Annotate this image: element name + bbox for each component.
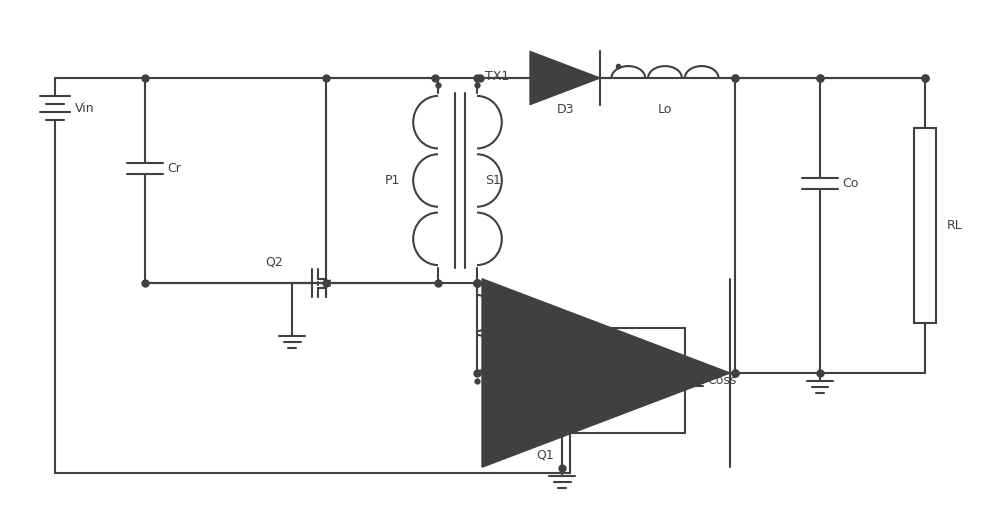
Text: S1: S1 — [485, 174, 501, 187]
Text: Q1: Q1 — [536, 448, 554, 461]
Polygon shape — [530, 51, 600, 105]
Text: D1: D1 — [597, 393, 615, 406]
Text: Co: Co — [842, 177, 858, 190]
Text: D3: D3 — [556, 103, 574, 116]
Text: RL: RL — [947, 219, 963, 232]
Text: Vin: Vin — [75, 102, 95, 114]
Text: Cr: Cr — [167, 162, 181, 175]
Text: TX1: TX1 — [485, 70, 509, 83]
Text: Lo: Lo — [658, 103, 672, 116]
Text: Q2: Q2 — [265, 255, 283, 268]
Text: S2: S2 — [485, 326, 501, 339]
Text: Coss: Coss — [707, 374, 736, 387]
Text: P1: P1 — [385, 174, 400, 187]
Bar — [914, 128, 936, 323]
Polygon shape — [482, 279, 730, 467]
